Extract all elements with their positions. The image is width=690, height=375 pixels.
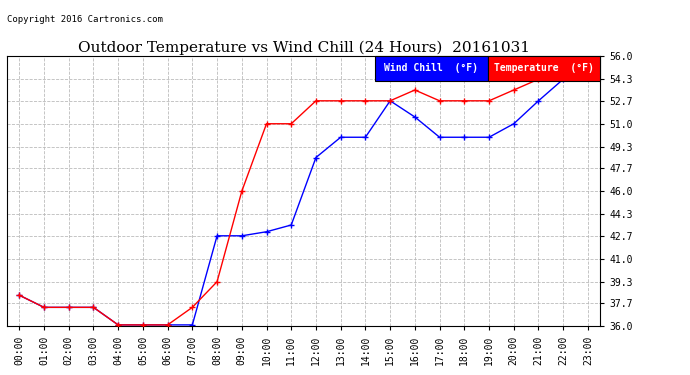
FancyBboxPatch shape <box>488 56 600 81</box>
Text: Wind Chill  (°F): Wind Chill (°F) <box>384 63 478 74</box>
Text: Copyright 2016 Cartronics.com: Copyright 2016 Cartronics.com <box>7 15 163 24</box>
FancyBboxPatch shape <box>375 56 488 81</box>
Text: Temperature  (°F): Temperature (°F) <box>494 63 594 74</box>
Title: Outdoor Temperature vs Wind Chill (24 Hours)  20161031: Outdoor Temperature vs Wind Chill (24 Ho… <box>77 41 530 55</box>
